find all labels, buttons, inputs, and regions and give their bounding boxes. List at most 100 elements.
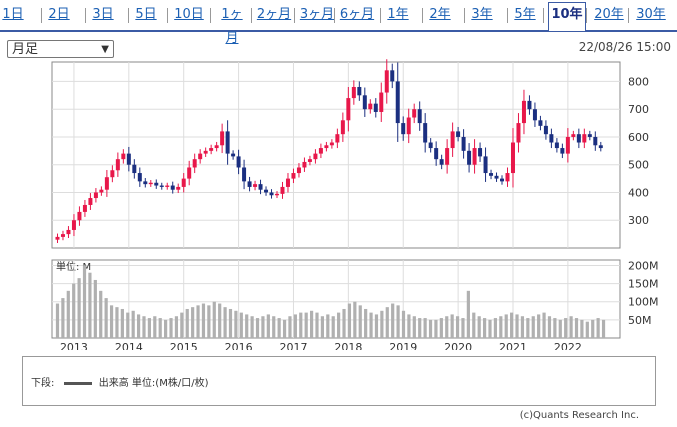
candle-body [450,131,455,149]
tab-11[interactable]: 3年 [471,7,493,22]
volume-bar [293,314,297,338]
volume-bar [104,298,108,338]
candle-body [329,142,334,146]
candle-body [478,148,483,157]
candle-body [439,159,444,165]
volume-bar [212,301,216,338]
volume-bar [255,318,260,338]
volume-tick-label: 100M [628,296,659,309]
price-tick-label: 500 [628,159,649,172]
price-plot-frame [51,61,621,249]
volume-bar [585,321,589,338]
volume-bar [461,318,465,338]
tab-7[interactable]: 3ヶ月 [299,7,335,22]
tab-9[interactable]: 1年 [387,7,409,22]
timestamp: 22/08/26 15:00 [578,40,671,54]
candle-body [132,164,137,174]
volume-bar [364,308,368,338]
candle-body [346,98,351,121]
candle-body [104,177,109,190]
tab-10[interactable]: 2年 [429,7,451,22]
year-label: 2015 [170,341,198,350]
candle-body [412,109,417,118]
candle-body [527,100,532,110]
volume-bar [304,312,308,338]
tab-13[interactable]: 10年 [548,2,586,31]
year-label: 2018 [334,341,362,350]
volume-bar [347,303,352,338]
volume-bar [601,319,606,338]
tab-2[interactable]: 3日 [92,7,114,22]
candle-body [192,159,197,168]
candle-body [384,70,389,93]
candle-body [296,167,301,174]
candle-body [510,142,515,174]
volume-bar [126,312,130,338]
tab-1[interactable]: 2日 [48,7,70,22]
tab-5[interactable]: 1ヶ月 [221,7,243,46]
candle-body [55,236,60,240]
volume-bar [99,290,103,338]
candle-body [467,150,472,165]
tab-separator [422,8,423,23]
volume-bar [277,318,281,338]
volume-bar [77,278,81,338]
volume-plot-frame [51,259,621,339]
candle-body [373,103,378,112]
volume-bar [228,308,233,338]
tab-6[interactable]: 2ヶ月 [256,7,292,22]
candle-body [302,161,307,168]
volume-bar [207,305,211,338]
tab-12[interactable]: 5年 [514,7,536,22]
volume-bar [531,316,535,338]
tab-0[interactable]: 1日 [2,7,24,22]
candle-body [126,153,131,165]
chevron-down-icon: ▼ [101,44,109,55]
candle-body [214,145,219,149]
candle-body [335,134,340,143]
tab-separator [543,8,544,23]
candle-body [423,123,428,143]
volume-bar [131,310,135,338]
candle-body [71,220,76,230]
candle-body [187,167,192,179]
volume-bar [331,316,335,338]
candle-body [115,159,120,171]
candle-body [247,181,252,187]
candle-body [154,182,159,186]
candle-body [209,148,214,151]
candle-body [571,134,576,137]
candle-body [88,198,93,205]
candle-body [395,81,400,124]
price-tick-label: 300 [628,214,649,227]
candle-body [379,92,384,112]
volume-bar [288,316,292,338]
tab-3[interactable]: 5日 [135,7,157,22]
interval-select[interactable]: 月足 ▼ [7,40,114,58]
volume-bar [337,312,341,338]
candle-body [340,120,345,135]
tab-4[interactable]: 10日 [174,7,204,22]
year-label: 2019 [389,341,417,350]
candle-body [285,178,290,187]
volume-bar [180,312,184,338]
volume-bar [299,312,303,338]
candle-body [60,234,65,237]
price-tick-label: 700 [628,103,649,116]
candle-body [165,185,170,187]
volume-bar [93,279,97,338]
tab-8[interactable]: 6ヶ月 [339,7,375,22]
volume-bar [477,316,481,338]
tab-15[interactable]: 30年 [636,7,666,22]
candle-body [258,184,263,190]
candle-body [236,156,241,168]
volume-bar [66,290,70,338]
candle-body [483,156,488,174]
volume-bar [266,314,270,338]
volume-bar [504,314,508,338]
tab-14[interactable]: 20年 [594,7,624,22]
price-tick-label: 600 [628,131,649,144]
volume-bar [174,316,179,338]
year-label: 2017 [279,341,307,350]
